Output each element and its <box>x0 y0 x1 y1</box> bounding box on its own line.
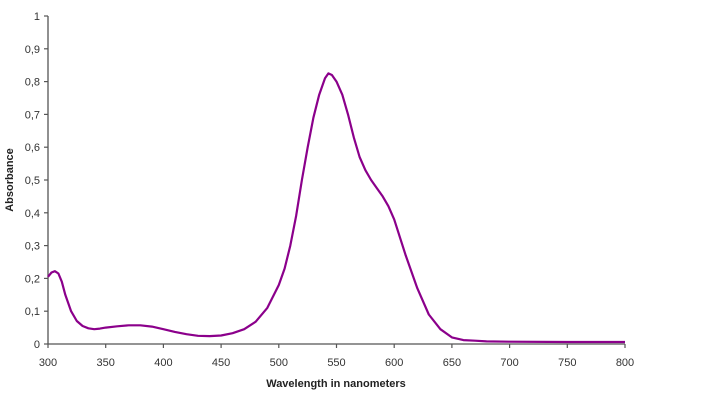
y-tick-label: 0,9 <box>25 44 40 56</box>
x-axis: 300 350 400 450 500 550 600 650 700 750 800 <box>39 343 634 369</box>
x-tick-label: 450 <box>212 357 230 369</box>
x-tick-label: 400 <box>154 357 172 369</box>
y-axis: 0 0,1 0,2 0,3 0,4 0,5 0,6 0,7 0,8 0,9 1 <box>25 11 49 351</box>
y-tick-label: 1 <box>34 11 40 23</box>
x-tick-label: 500 <box>270 357 288 369</box>
x-tick-label: 350 <box>97 357 115 369</box>
y-tick-label: 0,3 <box>25 241 40 253</box>
y-tick-label: 0,2 <box>25 273 40 285</box>
y-tick-label: 0,4 <box>25 208 40 220</box>
y-tick-label: 0,8 <box>25 77 40 89</box>
y-tick-label: 0,6 <box>25 142 40 154</box>
y-tick-label: 0,7 <box>25 109 40 121</box>
x-tick-label: 300 <box>39 357 57 369</box>
y-tick-label: 0,1 <box>25 306 40 318</box>
absorbance-line <box>47 72 625 344</box>
x-tick-label: 750 <box>558 357 576 369</box>
x-tick-label: 800 <box>616 357 634 369</box>
x-tick-label: 550 <box>327 357 345 369</box>
y-axis-title: Absorbance <box>4 148 16 212</box>
y-tick-label: 0 <box>34 339 40 351</box>
x-tick-label: 650 <box>443 357 461 369</box>
x-tick-label: 600 <box>385 357 403 369</box>
x-tick-label: 700 <box>500 357 518 369</box>
x-axis-title: Wavelength in nanometers <box>266 378 406 390</box>
y-tick-label: 0,5 <box>25 175 40 187</box>
